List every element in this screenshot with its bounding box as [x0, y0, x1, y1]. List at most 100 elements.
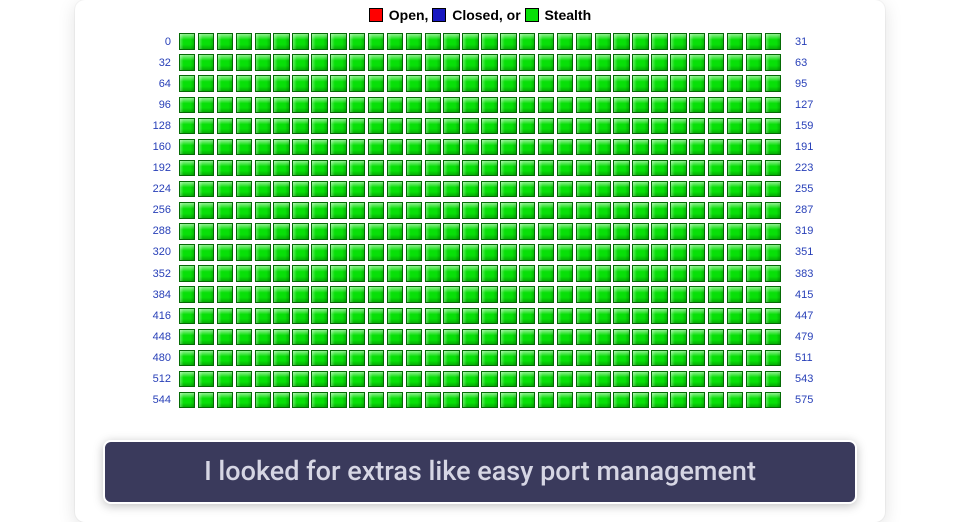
- port-cell[interactable]: [632, 223, 649, 240]
- port-cell[interactable]: [519, 75, 536, 92]
- port-cell[interactable]: [557, 139, 574, 156]
- port-cell[interactable]: [387, 286, 404, 303]
- port-cell[interactable]: [595, 97, 612, 114]
- port-cell[interactable]: [292, 97, 309, 114]
- port-cell[interactable]: [255, 286, 272, 303]
- port-cell[interactable]: [255, 265, 272, 282]
- port-cell[interactable]: [632, 329, 649, 346]
- port-cell[interactable]: [406, 286, 423, 303]
- port-cell[interactable]: [651, 139, 668, 156]
- port-cell[interactable]: [576, 392, 593, 409]
- port-cell[interactable]: [632, 244, 649, 261]
- port-cell[interactable]: [727, 54, 744, 71]
- port-cell[interactable]: [273, 329, 290, 346]
- port-cell[interactable]: [273, 286, 290, 303]
- port-cell[interactable]: [406, 223, 423, 240]
- port-cell[interactable]: [557, 286, 574, 303]
- port-cell[interactable]: [387, 181, 404, 198]
- port-cell[interactable]: [670, 181, 687, 198]
- port-cell[interactable]: [632, 139, 649, 156]
- port-cell[interactable]: [443, 54, 460, 71]
- port-cell[interactable]: [349, 223, 366, 240]
- port-cell[interactable]: [462, 54, 479, 71]
- port-cell[interactable]: [708, 97, 725, 114]
- port-cell[interactable]: [236, 329, 253, 346]
- port-cell[interactable]: [613, 329, 630, 346]
- port-cell[interactable]: [443, 118, 460, 135]
- port-cell[interactable]: [765, 392, 782, 409]
- port-cell[interactable]: [462, 350, 479, 367]
- port-cell[interactable]: [198, 33, 215, 50]
- port-cell[interactable]: [576, 33, 593, 50]
- port-cell[interactable]: [481, 392, 498, 409]
- port-cell[interactable]: [557, 118, 574, 135]
- port-cell[interactable]: [273, 223, 290, 240]
- port-cell[interactable]: [500, 181, 517, 198]
- port-cell[interactable]: [217, 54, 234, 71]
- port-cell[interactable]: [670, 223, 687, 240]
- port-cell[interactable]: [292, 308, 309, 325]
- port-cell[interactable]: [179, 75, 196, 92]
- port-cell[interactable]: [368, 329, 385, 346]
- port-cell[interactable]: [273, 350, 290, 367]
- port-cell[interactable]: [368, 160, 385, 177]
- port-cell[interactable]: [708, 350, 725, 367]
- port-cell[interactable]: [425, 139, 442, 156]
- port-cell[interactable]: [349, 160, 366, 177]
- port-cell[interactable]: [595, 244, 612, 261]
- port-cell[interactable]: [236, 244, 253, 261]
- port-cell[interactable]: [557, 223, 574, 240]
- port-cell[interactable]: [576, 160, 593, 177]
- port-cell[interactable]: [198, 160, 215, 177]
- port-cell[interactable]: [708, 286, 725, 303]
- port-cell[interactable]: [179, 118, 196, 135]
- port-cell[interactable]: [557, 329, 574, 346]
- port-cell[interactable]: [670, 286, 687, 303]
- port-cell[interactable]: [538, 223, 555, 240]
- port-cell[interactable]: [236, 160, 253, 177]
- port-cell[interactable]: [538, 202, 555, 219]
- port-cell[interactable]: [613, 33, 630, 50]
- port-cell[interactable]: [708, 308, 725, 325]
- port-cell[interactable]: [443, 202, 460, 219]
- port-cell[interactable]: [198, 244, 215, 261]
- port-cell[interactable]: [217, 223, 234, 240]
- port-cell[interactable]: [727, 33, 744, 50]
- port-cell[interactable]: [443, 286, 460, 303]
- port-cell[interactable]: [330, 244, 347, 261]
- port-cell[interactable]: [481, 202, 498, 219]
- port-cell[interactable]: [179, 160, 196, 177]
- port-cell[interactable]: [481, 265, 498, 282]
- port-cell[interactable]: [613, 118, 630, 135]
- port-cell[interactable]: [538, 139, 555, 156]
- port-cell[interactable]: [406, 392, 423, 409]
- port-cell[interactable]: [765, 139, 782, 156]
- port-cell[interactable]: [273, 308, 290, 325]
- port-cell[interactable]: [557, 160, 574, 177]
- port-cell[interactable]: [746, 223, 763, 240]
- port-cell[interactable]: [746, 371, 763, 388]
- port-cell[interactable]: [387, 54, 404, 71]
- port-cell[interactable]: [670, 244, 687, 261]
- port-cell[interactable]: [273, 54, 290, 71]
- port-cell[interactable]: [292, 244, 309, 261]
- port-cell[interactable]: [576, 139, 593, 156]
- port-cell[interactable]: [236, 371, 253, 388]
- port-cell[interactable]: [406, 181, 423, 198]
- port-cell[interactable]: [765, 329, 782, 346]
- port-cell[interactable]: [255, 33, 272, 50]
- port-cell[interactable]: [198, 97, 215, 114]
- port-cell[interactable]: [368, 181, 385, 198]
- port-cell[interactable]: [613, 286, 630, 303]
- port-cell[interactable]: [443, 265, 460, 282]
- port-cell[interactable]: [255, 308, 272, 325]
- port-cell[interactable]: [519, 392, 536, 409]
- port-cell[interactable]: [765, 202, 782, 219]
- port-cell[interactable]: [765, 265, 782, 282]
- port-cell[interactable]: [406, 54, 423, 71]
- port-cell[interactable]: [746, 202, 763, 219]
- port-cell[interactable]: [443, 33, 460, 50]
- port-cell[interactable]: [387, 350, 404, 367]
- port-cell[interactable]: [349, 265, 366, 282]
- port-cell[interactable]: [613, 244, 630, 261]
